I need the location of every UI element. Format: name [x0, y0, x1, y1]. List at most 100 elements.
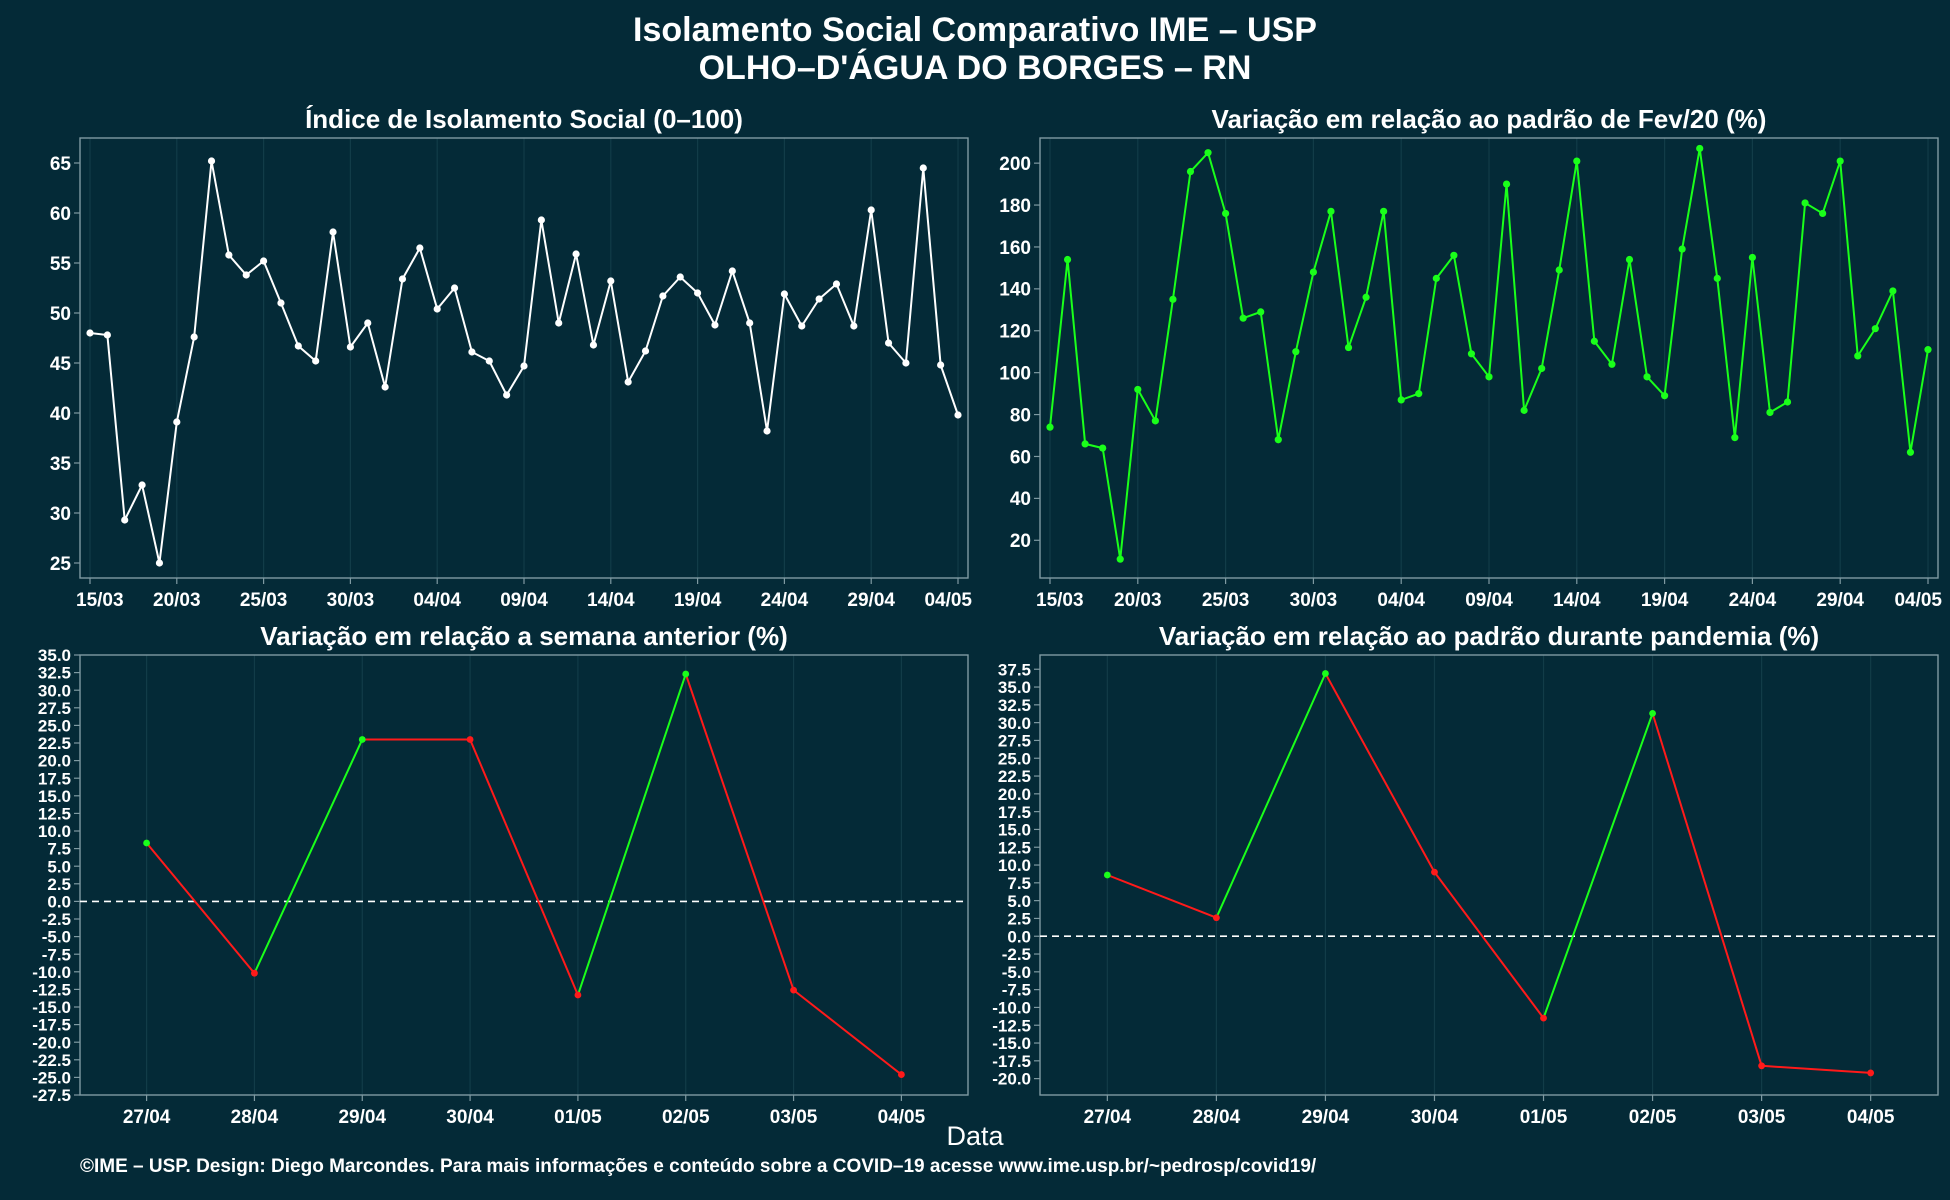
data-point — [1555, 266, 1563, 274]
series-segment — [1542, 713, 1654, 1019]
y-tick-label: 55 — [50, 254, 72, 275]
y-tick-label: -17.5 — [32, 1016, 71, 1035]
data-point — [468, 348, 476, 356]
main-subtitle: OLHO–D'ÁGUA DO BORGES – RN — [698, 49, 1252, 87]
y-tick-label: 32.5 — [38, 664, 71, 683]
data-point — [121, 516, 129, 524]
x-tick-label: 03/05 — [770, 1107, 818, 1128]
data-point — [763, 427, 771, 435]
y-tick-label: -7.5 — [42, 945, 71, 964]
data-point — [641, 347, 650, 355]
data-point — [1431, 868, 1438, 876]
chart-title: Variação em relação ao padrão de Fev/20 … — [1212, 104, 1767, 134]
y-tick-label: 60 — [1010, 447, 1031, 468]
data-point — [624, 378, 632, 386]
y-tick-label: 2.5 — [47, 875, 71, 894]
data-point — [919, 164, 927, 172]
series-segment — [1651, 713, 1763, 1067]
data-point — [1081, 440, 1089, 448]
data-point — [1134, 385, 1142, 394]
y-tick-label: -12.5 — [992, 1016, 1031, 1035]
data-point — [815, 295, 823, 303]
x-tick-label: 03/05 — [1738, 1107, 1786, 1128]
data-point — [225, 251, 233, 259]
x-tick-label: 09/04 — [500, 590, 548, 611]
x-tick-label: 04/05 — [878, 1107, 926, 1128]
y-tick-label: 27.5 — [998, 732, 1031, 751]
y-tick-label: 200 — [999, 154, 1031, 175]
data-point — [1450, 251, 1458, 259]
data-point — [398, 275, 407, 283]
data-point — [1274, 436, 1282, 444]
y-tick-label: 35.0 — [998, 678, 1031, 697]
data-point — [1063, 255, 1072, 264]
x-tick-label: 30/03 — [1290, 590, 1338, 611]
x-tick-label: 27/04 — [1084, 1107, 1132, 1128]
y-tick-label: 25.0 — [38, 717, 71, 736]
y-tick-label: 20.0 — [38, 752, 71, 771]
data-point — [1222, 209, 1230, 218]
data-point — [1186, 167, 1195, 176]
data-point — [574, 991, 582, 999]
chart-weekly: Variação em relação a semana anterior (%… — [32, 621, 969, 1128]
data-point — [1204, 149, 1212, 157]
y-tick-label: 50 — [50, 304, 71, 325]
y-tick-label: 0.0 — [1007, 927, 1031, 946]
data-point — [898, 1071, 905, 1078]
data-point — [364, 319, 372, 327]
chart-pandemic: Variação em relação ao padrão durante pa… — [992, 621, 1939, 1128]
y-tick-label: -20.0 — [992, 1070, 1031, 1089]
footer-credit: ©IME – USP. Design: Diego Marcondes. Par… — [80, 1156, 1317, 1177]
x-tick-label: 04/05 — [924, 590, 972, 611]
y-tick-label: 12.5 — [998, 838, 1031, 857]
data-point — [138, 481, 146, 489]
data-point — [1344, 343, 1353, 352]
data-point — [832, 280, 841, 288]
data-point — [589, 341, 598, 349]
data-point — [555, 319, 563, 327]
y-tick-label: 40 — [50, 404, 71, 425]
data-point — [346, 343, 354, 351]
data-point — [466, 736, 474, 743]
data-point — [659, 292, 667, 300]
y-tick-label: 2.5 — [1007, 910, 1031, 929]
x-tick-label: 14/04 — [1553, 590, 1601, 611]
data-point — [1801, 199, 1809, 207]
y-tick-label: -15.0 — [32, 998, 71, 1017]
data-point — [867, 206, 875, 214]
data-point — [329, 228, 337, 236]
data-point — [1625, 255, 1634, 264]
x-tick-label: 04/05 — [1847, 1107, 1895, 1128]
series-segment — [1324, 673, 1436, 873]
y-tick-label: 20.0 — [998, 785, 1031, 804]
data-point — [86, 329, 94, 337]
x-axis-title: Data — [946, 1121, 1004, 1151]
series-segment — [253, 739, 364, 974]
data-point — [607, 277, 615, 285]
data-point — [1432, 274, 1440, 282]
data-point — [1906, 448, 1915, 456]
series-segment — [1433, 871, 1545, 1019]
y-tick-label: 17.5 — [998, 803, 1031, 822]
chart-fev20: Variação em relação ao padrão de Fev/20 … — [999, 104, 1942, 611]
data-point — [1924, 346, 1932, 354]
x-tick-label: 30/03 — [327, 590, 375, 611]
y-tick-label: 35 — [50, 454, 72, 475]
x-tick-label: 25/03 — [240, 590, 288, 611]
x-tick-label: 24/04 — [1729, 590, 1777, 611]
data-point — [1538, 364, 1546, 373]
x-tick-label: 27/04 — [123, 1107, 171, 1128]
data-point — [1362, 293, 1370, 301]
data-point — [1836, 157, 1844, 165]
y-tick-label: 40 — [1010, 489, 1031, 510]
data-point — [1502, 180, 1511, 188]
data-point — [1713, 274, 1721, 282]
data-point — [850, 322, 858, 330]
data-point — [1573, 157, 1581, 165]
data-point — [381, 383, 389, 391]
x-tick-label: 20/03 — [153, 590, 201, 611]
series-segment — [1215, 673, 1327, 919]
data-point — [1649, 709, 1656, 717]
y-tick-label: 22.5 — [38, 734, 71, 753]
y-tick-label: 30.0 — [38, 681, 71, 700]
